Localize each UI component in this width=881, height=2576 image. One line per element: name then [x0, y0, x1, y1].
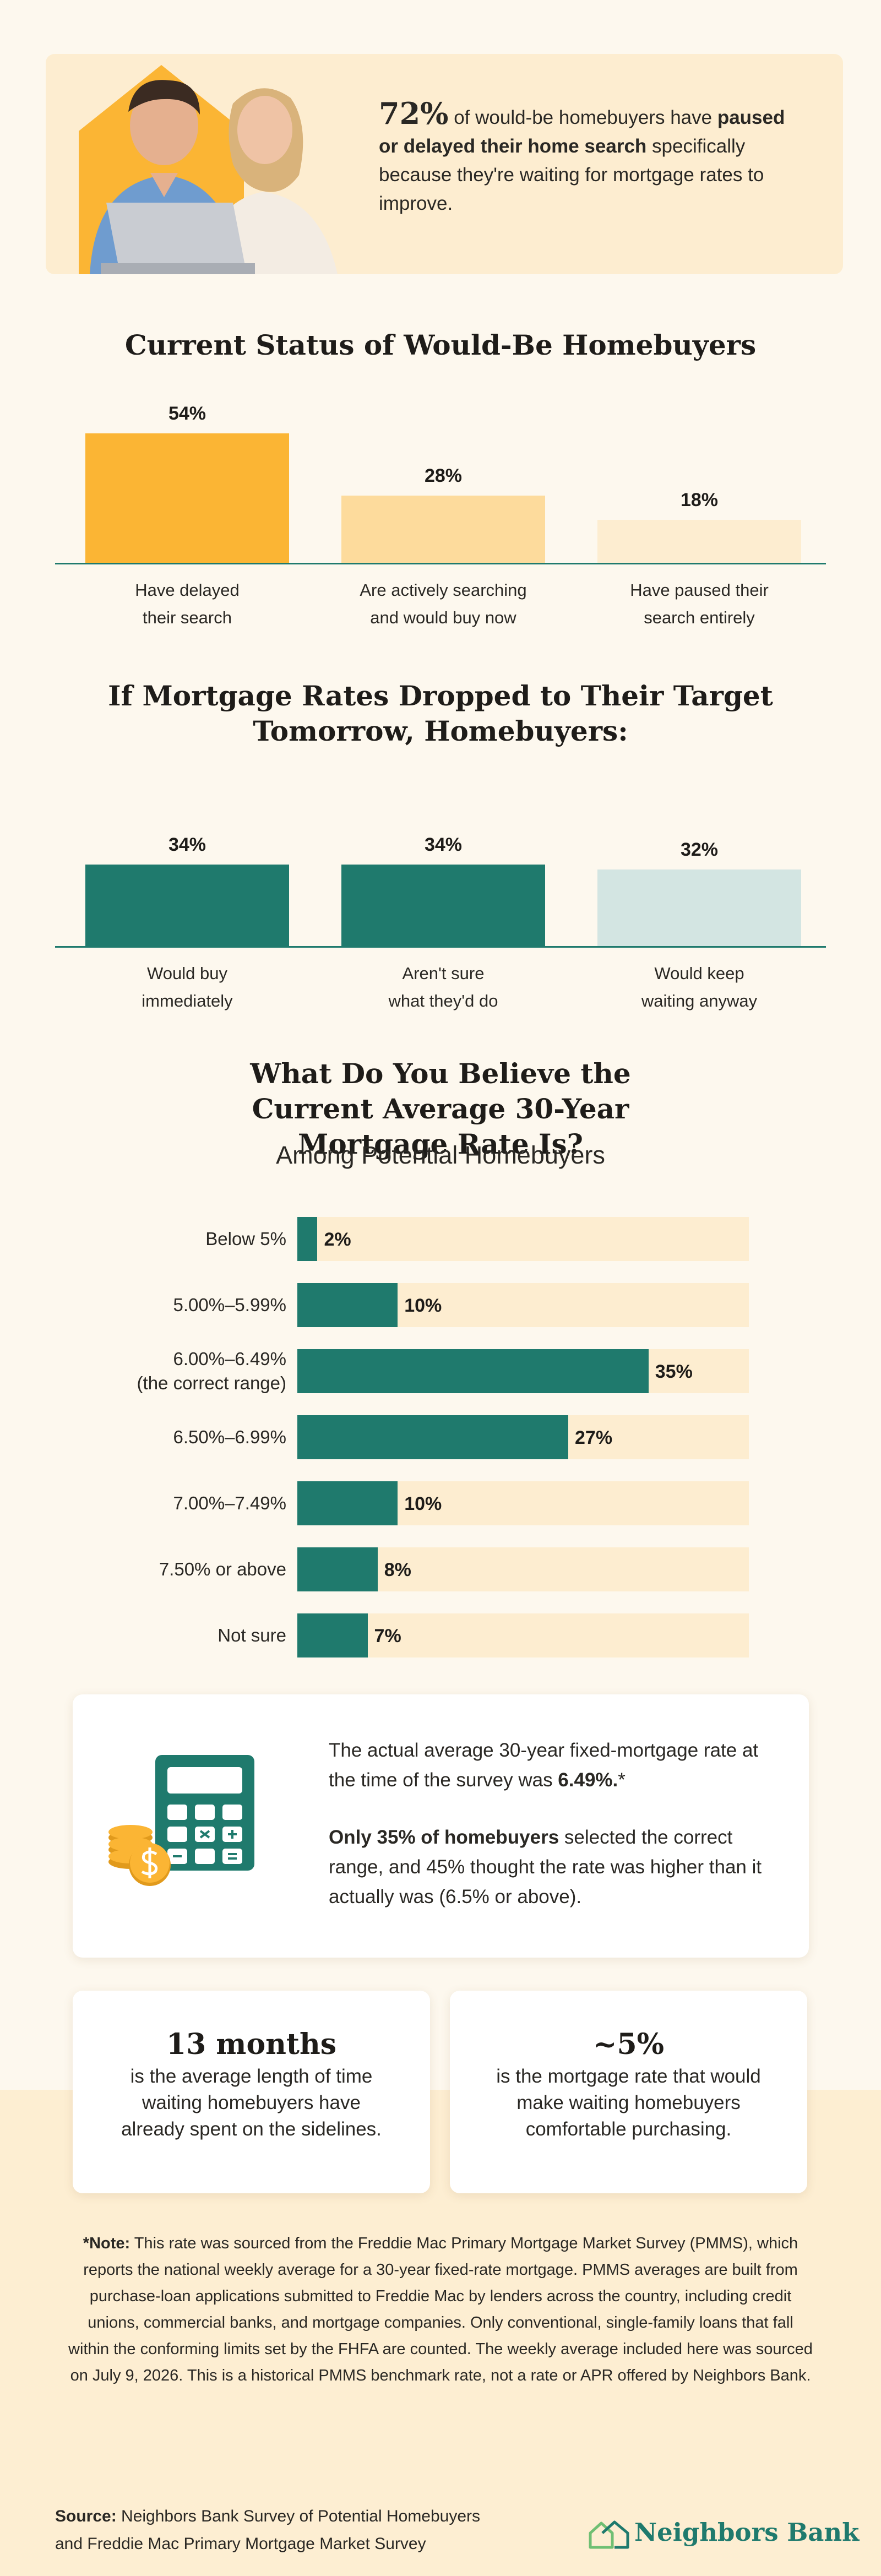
chart1-bar-1: [341, 865, 545, 946]
chart1-value-label-0: 34%: [168, 834, 206, 856]
correct-range-bold: Only 35% of homebuyers: [329, 1827, 559, 1848]
hero-statement: 72% of would-be homebuyers have paused o…: [379, 99, 808, 218]
survey-rate-value: 6.49%.: [558, 1769, 618, 1791]
chart0-bar-1: [341, 496, 545, 563]
hchart-bar-4: [297, 1481, 398, 1525]
chart0-category-label-2: Have paused their search entirely: [630, 580, 769, 627]
hero-stat: 72%: [379, 96, 449, 131]
hchart-bar-6: [297, 1613, 368, 1657]
hchart-bar-2: [297, 1349, 649, 1393]
survey-rate-line: The actual average 30-year fixed-mortgag…: [329, 1740, 759, 1791]
hchart-category-label-5: 7.50% or above: [159, 1559, 286, 1579]
hchart-category-label-2: 6.00%–6.49% (the correct range): [137, 1349, 286, 1393]
chart1-baseline: [55, 946, 826, 948]
calculator-with-coins-icon: [108, 1755, 254, 1886]
chart1-value-label-2: 32%: [680, 839, 719, 860]
hchart-value-label-2: 35%: [655, 1361, 693, 1382]
hchart-value-label-5: 8%: [384, 1559, 411, 1580]
brand-name: Neighbors Bank: [634, 2518, 860, 2547]
survey-rate-card: The actual average 30-year fixed-mortgag…: [73, 1694, 809, 1958]
source-line-1: Source: Neighbors Bank Survey of Potenti…: [55, 2503, 551, 2530]
chart1-category-label-1: Aren't sure what they'd do: [388, 964, 498, 1010]
chart1-bar-0: [85, 865, 289, 946]
source-label: Source:: [55, 2507, 117, 2525]
chart1-category-label-2: Would keep waiting anyway: [641, 964, 758, 1010]
stat-value-rate: ~5%: [592, 2028, 665, 2061]
source-credit: Source: Neighbors Bank Survey of Potenti…: [55, 2503, 551, 2558]
believed-rate-chart: 2% Below 5% 10% 5.00%–5.99% 35% 6.00%–6.49% (t…: [0, 1211, 881, 1674]
chart-title-rate-drop: If Mortgage Rates Dropped to Their Targe…: [108, 680, 773, 747]
survey-rate-text: The actual average 30-year fixed-mortgag…: [329, 1736, 769, 1912]
chart0-value-label-2: 18%: [680, 489, 719, 510]
brand-logo: Neighbors Bank: [588, 2515, 859, 2551]
correct-range-paragraph: Only 35% of homebuyers selected the corr…: [329, 1823, 769, 1912]
hchart-category-label-0: Below 5%: [205, 1229, 286, 1249]
hero-text-bold: paused or delayed their home search: [379, 107, 785, 157]
chart1-bar-2: [597, 869, 801, 946]
hero-text-1: of would-be homebuyers have: [448, 107, 717, 128]
chart1-category-label-0: Would buy immediately: [142, 964, 233, 1010]
source-line-2: and Freddie Mac Primary Mortgage Market …: [55, 2535, 426, 2553]
hchart-bar-3: [297, 1415, 568, 1459]
correct-range-text: selected the correct range, and 45% thou…: [329, 1827, 762, 1907]
chart1-value-label-1: 34%: [424, 834, 463, 856]
chart0-bar-2: [597, 519, 801, 563]
survey-rate-paragraph: The actual average 30-year fixed-mortgag…: [329, 1736, 769, 1795]
rate-drop-chart: 34% Would buy immediately 34% Aren't sure wha…: [55, 775, 826, 1010]
couple-with-laptop-illustration: [79, 65, 338, 274]
hchart-track-0: [297, 1217, 749, 1261]
hero-text-2: specifically because they're waiting for…: [379, 135, 764, 214]
footnote-label: *Note:: [83, 2235, 130, 2252]
stat-value-months: 13 months: [166, 2028, 337, 2061]
chart0-value-label-1: 28%: [424, 465, 463, 487]
hchart-value-label-6: 7%: [374, 1626, 401, 1646]
stat-desc-months: is the average length of time waiting ho…: [121, 2066, 382, 2140]
chart-subtitle-believed-rate: Among Potential Homebuyers: [276, 1141, 605, 1169]
chart-title-current-status: Current Status of Would-Be Homebuyers: [124, 329, 757, 361]
survey-rate-asterisk: *: [618, 1769, 626, 1791]
stat-card-rate: ~5% is the mortgage rate that would make…: [450, 1991, 807, 2193]
stat-card-months: 13 months is the average length of time …: [73, 1991, 430, 2193]
footnote: *Note: This rate was sourced from the Fr…: [66, 2230, 815, 2389]
house-outline-icon: [589, 2520, 629, 2549]
hchart-category-label-6: Not sure: [217, 1625, 286, 1645]
footnote-text: This rate was sourced from the Freddie M…: [68, 2235, 813, 2384]
chart0-category-label-1: Are actively searching and would buy now: [360, 580, 527, 627]
hchart-bar-1: [297, 1283, 398, 1327]
hero-banner: 72% of would-be homebuyers have paused o…: [46, 54, 843, 274]
chart0-baseline: [55, 563, 826, 564]
source-text-1: Neighbors Bank Survey of Potential Homeb…: [116, 2507, 481, 2525]
chart0-category-label-0: Have delayed their search: [135, 580, 240, 627]
hchart-value-label-3: 27%: [575, 1427, 613, 1448]
hchart-track-6: [297, 1613, 749, 1657]
current-status-chart: 54% Have delayed their search 28% Are active…: [55, 392, 826, 627]
chart0-bar-0: [85, 433, 289, 563]
chart0-value-label-0: 54%: [168, 403, 206, 425]
stat-desc-rate: is the mortgage rate that would make wai…: [496, 2066, 761, 2140]
hchart-value-label-1: 10%: [404, 1295, 442, 1316]
hchart-category-label-3: 6.50%–6.99%: [173, 1427, 287, 1447]
hchart-category-label-1: 5.00%–5.99%: [173, 1295, 287, 1315]
chart-title-believed-rate: What Do You Believe the Current Average …: [250, 1057, 631, 1160]
hchart-category-label-4: 7.00%–7.49%: [173, 1493, 287, 1513]
hchart-value-label-0: 2%: [324, 1229, 351, 1250]
hchart-value-label-4: 10%: [404, 1493, 442, 1514]
hchart-bar-5: [297, 1547, 378, 1591]
hchart-bar-0: [297, 1217, 318, 1261]
